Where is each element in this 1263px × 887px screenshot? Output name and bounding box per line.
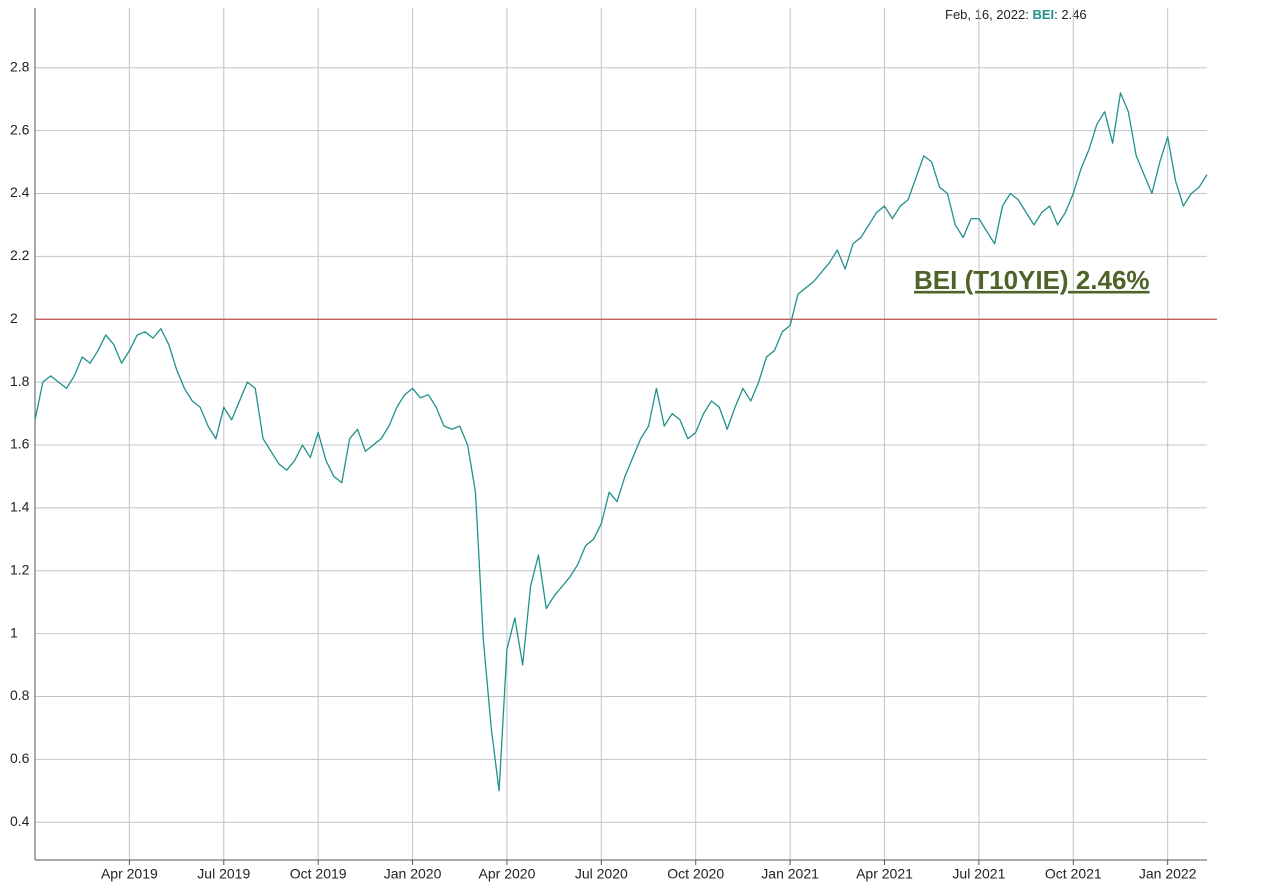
x-tick-label: Apr 2020 — [479, 866, 536, 882]
x-tick-label: Jul 2019 — [197, 866, 250, 882]
tooltip-date: Feb, 16, 2022: — [945, 7, 1032, 22]
x-tick-label: Oct 2021 — [1045, 866, 1102, 882]
x-tick-label: Jan 2020 — [384, 866, 442, 882]
y-tick-label: 1.2 — [10, 561, 30, 577]
y-tick-label: 0.4 — [10, 813, 30, 829]
y-tick-label: 1 — [10, 624, 18, 640]
tooltip: Feb, 16, 2022: BEI: 2.46 — [945, 7, 1087, 22]
y-tick-label: 2.6 — [10, 121, 30, 137]
y-tick-label: 1.6 — [10, 436, 30, 452]
x-tick-label: Apr 2019 — [101, 866, 158, 882]
y-tick-label: 0.8 — [10, 687, 30, 703]
y-tick-label: 2 — [10, 310, 18, 326]
annotation: BEI (T10YIE) 2.46% — [914, 265, 1150, 295]
x-tick-label: Jul 2021 — [952, 866, 1005, 882]
x-tick-label: Oct 2020 — [667, 866, 724, 882]
y-tick-label: 0.6 — [10, 750, 30, 766]
x-tick-label: Apr 2021 — [856, 866, 913, 882]
x-tick-label: Oct 2019 — [290, 866, 347, 882]
y-tick-label: 2.8 — [10, 58, 30, 74]
y-tick-label: 1.4 — [10, 499, 30, 515]
tooltip-value: : 2.46 — [1054, 7, 1087, 22]
y-tick-label: 2.4 — [10, 184, 30, 200]
y-tick-label: 2.2 — [10, 247, 30, 263]
tooltip-series: BEI — [1032, 7, 1054, 22]
x-tick-label: Jan 2021 — [761, 866, 819, 882]
x-tick-label: Jan 2022 — [1139, 866, 1197, 882]
y-tick-label: 1.8 — [10, 373, 30, 389]
series-line — [34, 92, 1208, 792]
x-tick-label: Jul 2020 — [575, 866, 628, 882]
